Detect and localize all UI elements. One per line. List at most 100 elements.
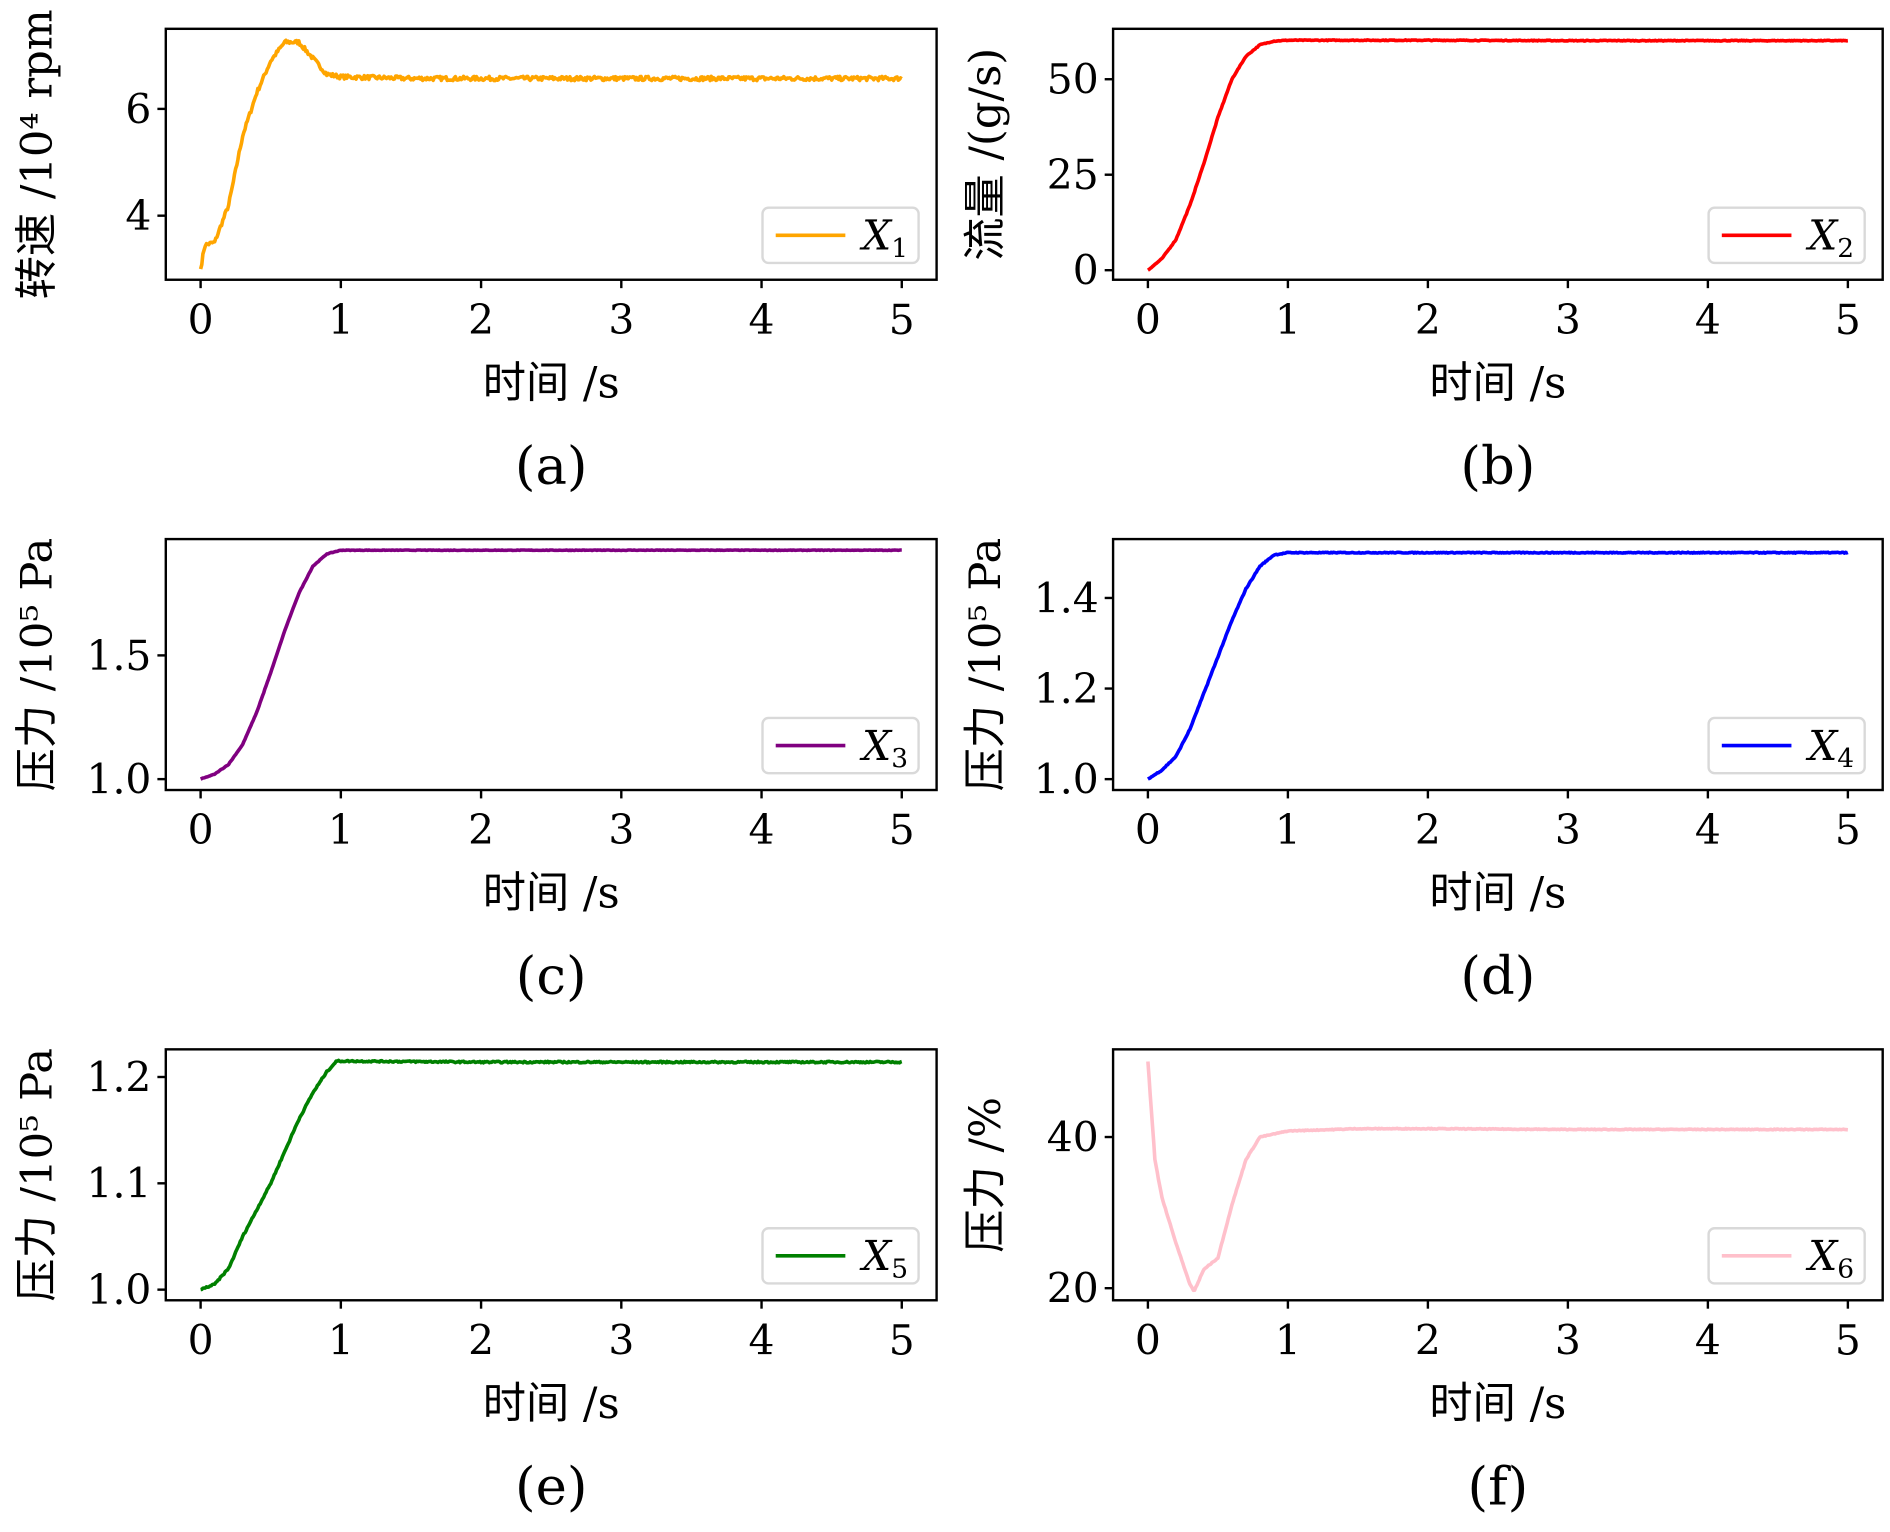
- x-tick-label: 1: [328, 1316, 354, 1364]
- legend-subscript: 1: [891, 233, 908, 264]
- x-tick-label: 5: [889, 1316, 915, 1364]
- y-tick-label: 20: [1047, 1265, 1099, 1313]
- x-axis-label: 时间 /s: [1429, 358, 1566, 408]
- x-tick-label: 2: [1415, 1316, 1441, 1364]
- y-axis-label: 转速 /10⁴ rpm: [13, 9, 63, 299]
- series-line-X2: [1146, 38, 1849, 272]
- y-tick-label: 50: [1047, 56, 1099, 104]
- y-tick-label: 1.1: [86, 1160, 151, 1208]
- x-tick-label: 0: [1135, 296, 1161, 344]
- legend-subscript: 4: [1837, 743, 1854, 774]
- y-tick-label: 6: [125, 85, 151, 133]
- panel-caption: (a): [515, 436, 588, 497]
- x-tick-label: 2: [1415, 806, 1441, 854]
- x-tick-label: 0: [188, 1316, 214, 1364]
- y-tick-label: 1.2: [86, 1053, 151, 1101]
- x-axis-label: 时间 /s: [483, 869, 620, 919]
- x-tick-label: 4: [749, 806, 775, 854]
- series-line-X3: [199, 548, 903, 781]
- x-axis-label: 时间 /s: [1429, 1379, 1566, 1429]
- x-tick-label: 5: [1835, 296, 1861, 344]
- x-tick-label: 3: [1555, 296, 1581, 344]
- legend-subscript: 3: [891, 743, 908, 774]
- y-tick-label: 1.4: [1034, 574, 1099, 622]
- x-tick-label: 2: [468, 1316, 494, 1364]
- series-line-X6: [1146, 1061, 1849, 1293]
- x-tick-label: 3: [1555, 806, 1581, 854]
- y-tick-label: 1.5: [86, 632, 151, 680]
- y-tick-label: 40: [1047, 1113, 1099, 1161]
- x-tick-label: 4: [1695, 1316, 1721, 1364]
- axes-frame: [1111, 537, 1884, 792]
- series-line-X4: [1146, 550, 1849, 781]
- panel-caption: (c): [516, 946, 587, 1007]
- legend-subscript: 2: [1837, 233, 1854, 264]
- subplot-d: 0 1 2 3 4 5 1.0 1.2 1.4 时间 /s 压力 /10⁵ Pa (d) X4: [961, 537, 1884, 1007]
- x-tick-label: 2: [1415, 296, 1441, 344]
- y-tick-label: 25: [1047, 151, 1099, 199]
- x-tick-label: 0: [1135, 806, 1161, 854]
- legend: X4: [1707, 716, 1866, 775]
- legend: X3: [761, 716, 920, 775]
- axes-frame: [164, 1048, 938, 1302]
- x-tick-label: 4: [749, 1316, 775, 1364]
- x-tick-label: 2: [468, 806, 494, 854]
- x-tick-label: 2: [468, 296, 494, 344]
- y-tick-label: 1.0: [1034, 756, 1099, 804]
- x-tick-label: 5: [889, 806, 915, 854]
- subplot-c: 0 1 2 3 4 5 1.0 1.5 时间 /s 压力 /10⁵ Pa (c) X3: [13, 537, 938, 1007]
- y-tick-label: 1.2: [1034, 665, 1099, 713]
- y-tick-label: 4: [125, 192, 151, 240]
- panel-caption: (f): [1468, 1456, 1529, 1517]
- x-tick-label: 5: [889, 296, 915, 344]
- panel-caption: (d): [1460, 946, 1535, 1007]
- x-tick-label: 0: [188, 806, 214, 854]
- series-line-X1: [198, 38, 903, 270]
- legend: X5: [761, 1227, 920, 1285]
- y-axis-label: 压力 /%: [961, 1097, 1011, 1253]
- axes-frame: [164, 537, 938, 792]
- subplot-f: 0 1 2 3 4 5 20 40 时间 /s 压力 /% (f) X6: [961, 1048, 1884, 1517]
- x-tick-label: 5: [1835, 806, 1861, 854]
- x-tick-label: 3: [1555, 1316, 1581, 1364]
- y-tick-label: 0: [1073, 247, 1099, 295]
- x-tick-label: 3: [608, 806, 634, 854]
- legend-subscript: 6: [1837, 1253, 1854, 1284]
- y-axis-label: 压力 /10⁵ Pa: [13, 1048, 63, 1302]
- x-tick-label: 1: [1275, 806, 1301, 854]
- x-tick-label: 4: [1695, 296, 1721, 344]
- subplot-a: 0 1 2 3 4 5 4 6 时间 /s 转速 /10⁴ rpm (a) X1: [13, 9, 938, 497]
- legend-subscript: 5: [891, 1253, 908, 1284]
- x-tick-label: 1: [328, 296, 354, 344]
- y-tick-label: 1.0: [86, 1266, 151, 1314]
- x-tick-label: 0: [188, 296, 214, 344]
- legend: X1: [761, 206, 920, 265]
- series-line-X5: [200, 1058, 903, 1292]
- axes-frame: [1111, 1048, 1884, 1302]
- x-tick-label: 5: [1835, 1316, 1861, 1364]
- x-axis-label: 时间 /s: [483, 1379, 620, 1429]
- x-tick-label: 1: [328, 806, 354, 854]
- x-tick-label: 4: [749, 296, 775, 344]
- y-tick-label: 1.0: [86, 756, 151, 804]
- legend: X6: [1707, 1227, 1866, 1285]
- subplot-e: 0 1 2 3 4 5 1.0 1.1 1.2 时间 /s 压力 /10⁵ Pa (e) X5: [13, 1048, 938, 1517]
- legend: X2: [1707, 206, 1866, 265]
- x-tick-label: 1: [1275, 296, 1301, 344]
- axes-frame: [1111, 27, 1884, 281]
- y-axis-label: 流量 /(g/s): [961, 48, 1011, 261]
- panel-caption: (b): [1460, 436, 1535, 497]
- x-tick-label: 0: [1135, 1316, 1161, 1364]
- x-tick-label: 4: [1695, 806, 1721, 854]
- x-tick-label: 1: [1275, 1316, 1301, 1364]
- x-tick-label: 3: [608, 1316, 634, 1364]
- x-axis-label: 时间 /s: [483, 358, 620, 408]
- y-axis-label: 压力 /10⁵ Pa: [961, 538, 1011, 792]
- axes-frame: [164, 27, 938, 281]
- y-axis-label: 压力 /10⁵ Pa: [13, 538, 63, 792]
- x-axis-label: 时间 /s: [1429, 869, 1566, 919]
- panel-caption: (e): [515, 1456, 587, 1517]
- x-tick-label: 3: [608, 296, 634, 344]
